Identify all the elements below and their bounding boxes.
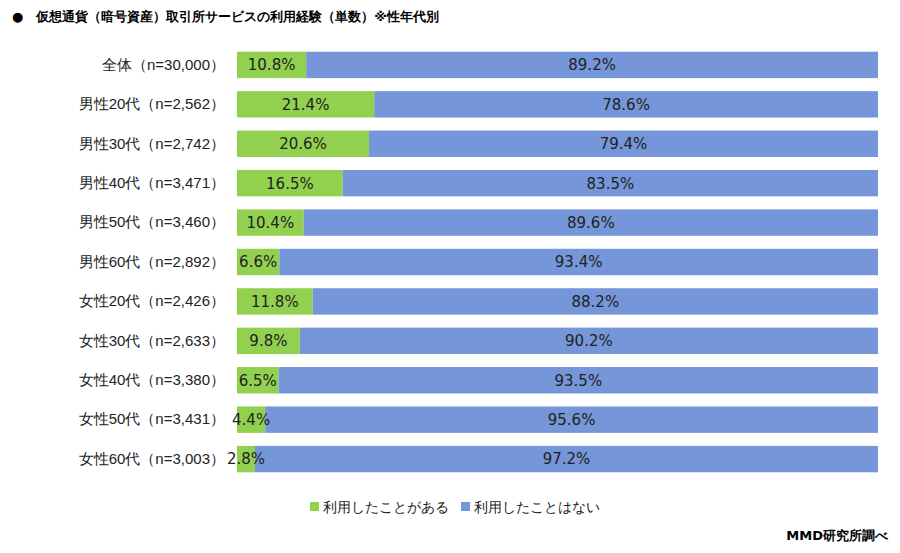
legend-item: 利用したことはない [461,499,600,515]
y-tick-label: 女性40代（n=3,380） [79,371,225,388]
y-tick-label: 女性60代（n=3,003） [79,450,225,467]
data-label: 97.2% [543,450,591,468]
data-label: 20.6% [279,135,327,153]
y-tick-label: 全体（n=30,000） [102,56,225,73]
y-tick-label: 男性20代（n=2,562） [79,95,225,112]
data-labels: 10.8% 21.4% 20.6% 16.5% 10.4% 6.6% 11.8% 9.8% 6.… [227,56,650,468]
bar [279,249,878,275]
y-tick: 男性60代（n=2,892） [79,253,237,270]
y-tick: 全体（n=30,000） [102,56,237,73]
y-tick-label: 男性60代（n=2,892） [79,253,225,270]
y-tick: 男性50代（n=3,460） [79,213,237,230]
y-tick: 女性50代（n=3,431） [79,410,237,427]
y-tick-label: 女性50代（n=3,431） [79,410,225,427]
data-label: 6.5% [239,372,277,390]
y-tick: 男性20代（n=2,562） [79,95,237,112]
source: MMD研究所調べ [786,528,889,543]
data-label: 95.6% [548,411,596,429]
y-tick-label: 男性30代（n=2,742） [79,135,225,152]
data-label: 88.2% [571,293,619,311]
data-label: 2.8% [227,450,265,468]
bar [279,367,878,393]
data-label: 11.8% [251,293,299,311]
data-label: 89.6% [567,214,615,232]
bar [237,91,374,117]
data-label: 90.2% [565,332,613,350]
y-tick-label: 女性20代（n=2,426） [79,292,225,309]
y-tick: 女性20代（n=2,426） [79,292,237,309]
y-tick-label: 男性50代（n=3,460） [79,213,225,230]
bar [237,209,304,235]
bar [237,131,369,157]
bar [237,367,279,393]
y-tick-label: 男性40代（n=3,471） [79,174,225,191]
y-axis: 全体（n=30,000） 男性20代（n=2,562） 男性30代（n=2,742）… [79,56,237,467]
y-tick: 女性40代（n=3,380） [79,371,237,388]
data-label: 93.4% [555,253,603,271]
data-label: 93.5% [555,372,603,390]
y-tick-label: 女性30代（n=2,633） [79,332,225,349]
bar [369,131,878,157]
y-tick: 女性30代（n=2,633） [79,332,237,349]
data-label: 89.2% [568,56,616,74]
y-tick: 男性40代（n=3,471） [79,174,237,191]
legend-label: 利用したことがある [323,499,449,515]
data-label: 79.4% [600,135,648,153]
bar [300,328,878,354]
data-label: 9.8% [249,332,287,350]
data-label: 16.5% [266,175,314,193]
legend-swatch [310,502,319,511]
data-label: 10.4% [247,214,295,232]
bar [265,406,878,432]
data-label: 6.6% [239,253,277,271]
legend-swatch [461,502,470,511]
chart: ● 仮想通貨（暗号資産）取引所サービスの利用経験（単数）※性年代別全体（n=30… [0,0,900,553]
bar [313,288,878,314]
bar [304,209,878,235]
bar [306,52,878,78]
legend: 利用したことがある 利用したことはない [310,499,600,515]
data-label: 83.5% [587,175,635,193]
legend-label: 利用したことはない [474,499,600,515]
y-tick: 女性60代（n=3,003） [79,450,237,467]
bars [237,52,878,473]
title: ● 仮想通貨（暗号資産）取引所サービスの利用経験（単数）※性年代別 [12,9,439,24]
bar [237,249,279,275]
data-label: 21.4% [282,96,330,114]
bar [237,328,300,354]
bar [237,170,343,196]
data-label: 78.6% [602,96,650,114]
bar [343,170,878,196]
bar [237,288,313,314]
data-label: 10.8% [248,56,296,74]
y-tick: 男性30代（n=2,742） [79,135,237,152]
data-label: 4.4% [232,411,270,429]
bar [237,52,306,78]
bar [255,446,878,472]
bar [374,91,878,117]
legend-item: 利用したことがある [310,499,449,515]
